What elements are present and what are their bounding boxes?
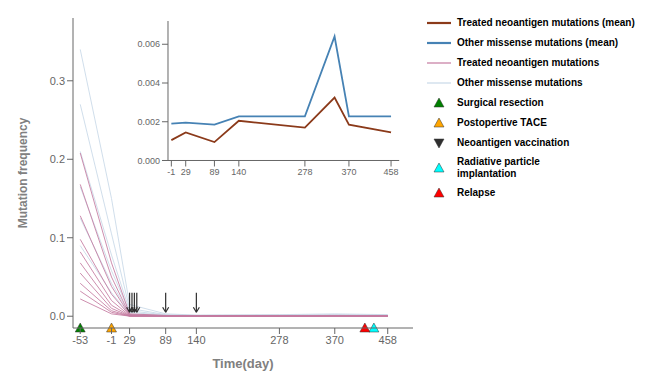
svg-text:29: 29 [123,334,135,346]
svg-text:-53: -53 [72,334,88,346]
svg-text:Time(day): Time(day) [212,356,273,371]
svg-text:370: 370 [342,167,357,177]
svg-text:140: 140 [232,167,247,177]
svg-text:-1: -1 [168,167,176,177]
html-text:Treated neoantigen mutations: Treated neoantigen mutations [457,57,600,68]
svg-text:458: 458 [384,167,399,177]
html-text:Surgical resection: Surgical resection [457,97,544,108]
html-text:Treated neoantigen mutations (: Treated neoantigen mutations (mean) [457,17,635,28]
svg-text:0.3: 0.3 [50,75,65,87]
svg-text:0.000: 0.000 [138,156,160,166]
svg-text:Mutation frequency: Mutation frequency [16,117,30,228]
svg-text:0.006: 0.006 [138,40,160,50]
svg-text:89: 89 [160,334,172,346]
svg-text:0.002: 0.002 [138,117,160,127]
html-text:Radiative particle implantatio: Radiative particle implantation [457,156,540,179]
svg-text:370: 370 [326,334,344,346]
svg-text:140: 140 [187,334,205,346]
svg-text:89: 89 [210,167,220,177]
svg-text:0.0: 0.0 [50,310,65,322]
html-text:Other missense mutations: Other missense mutations [457,77,583,88]
svg-text:278: 278 [270,334,288,346]
svg-text:458: 458 [379,334,397,346]
svg-text:0.004: 0.004 [138,78,160,88]
svg-text:0.1: 0.1 [50,232,65,244]
html-text:Neoantigen vaccination: Neoantigen vaccination [457,137,570,148]
svg-text:0.2: 0.2 [50,153,65,165]
html-text:Relapse: Relapse [457,187,496,198]
svg-text:278: 278 [298,167,313,177]
html-text:Postopertive TACE: Postopertive TACE [457,117,547,128]
svg-text:29: 29 [181,167,191,177]
html-text:Other missense mutations (mean: Other missense mutations (mean) [457,37,619,48]
svg-text:-1: -1 [107,334,117,346]
